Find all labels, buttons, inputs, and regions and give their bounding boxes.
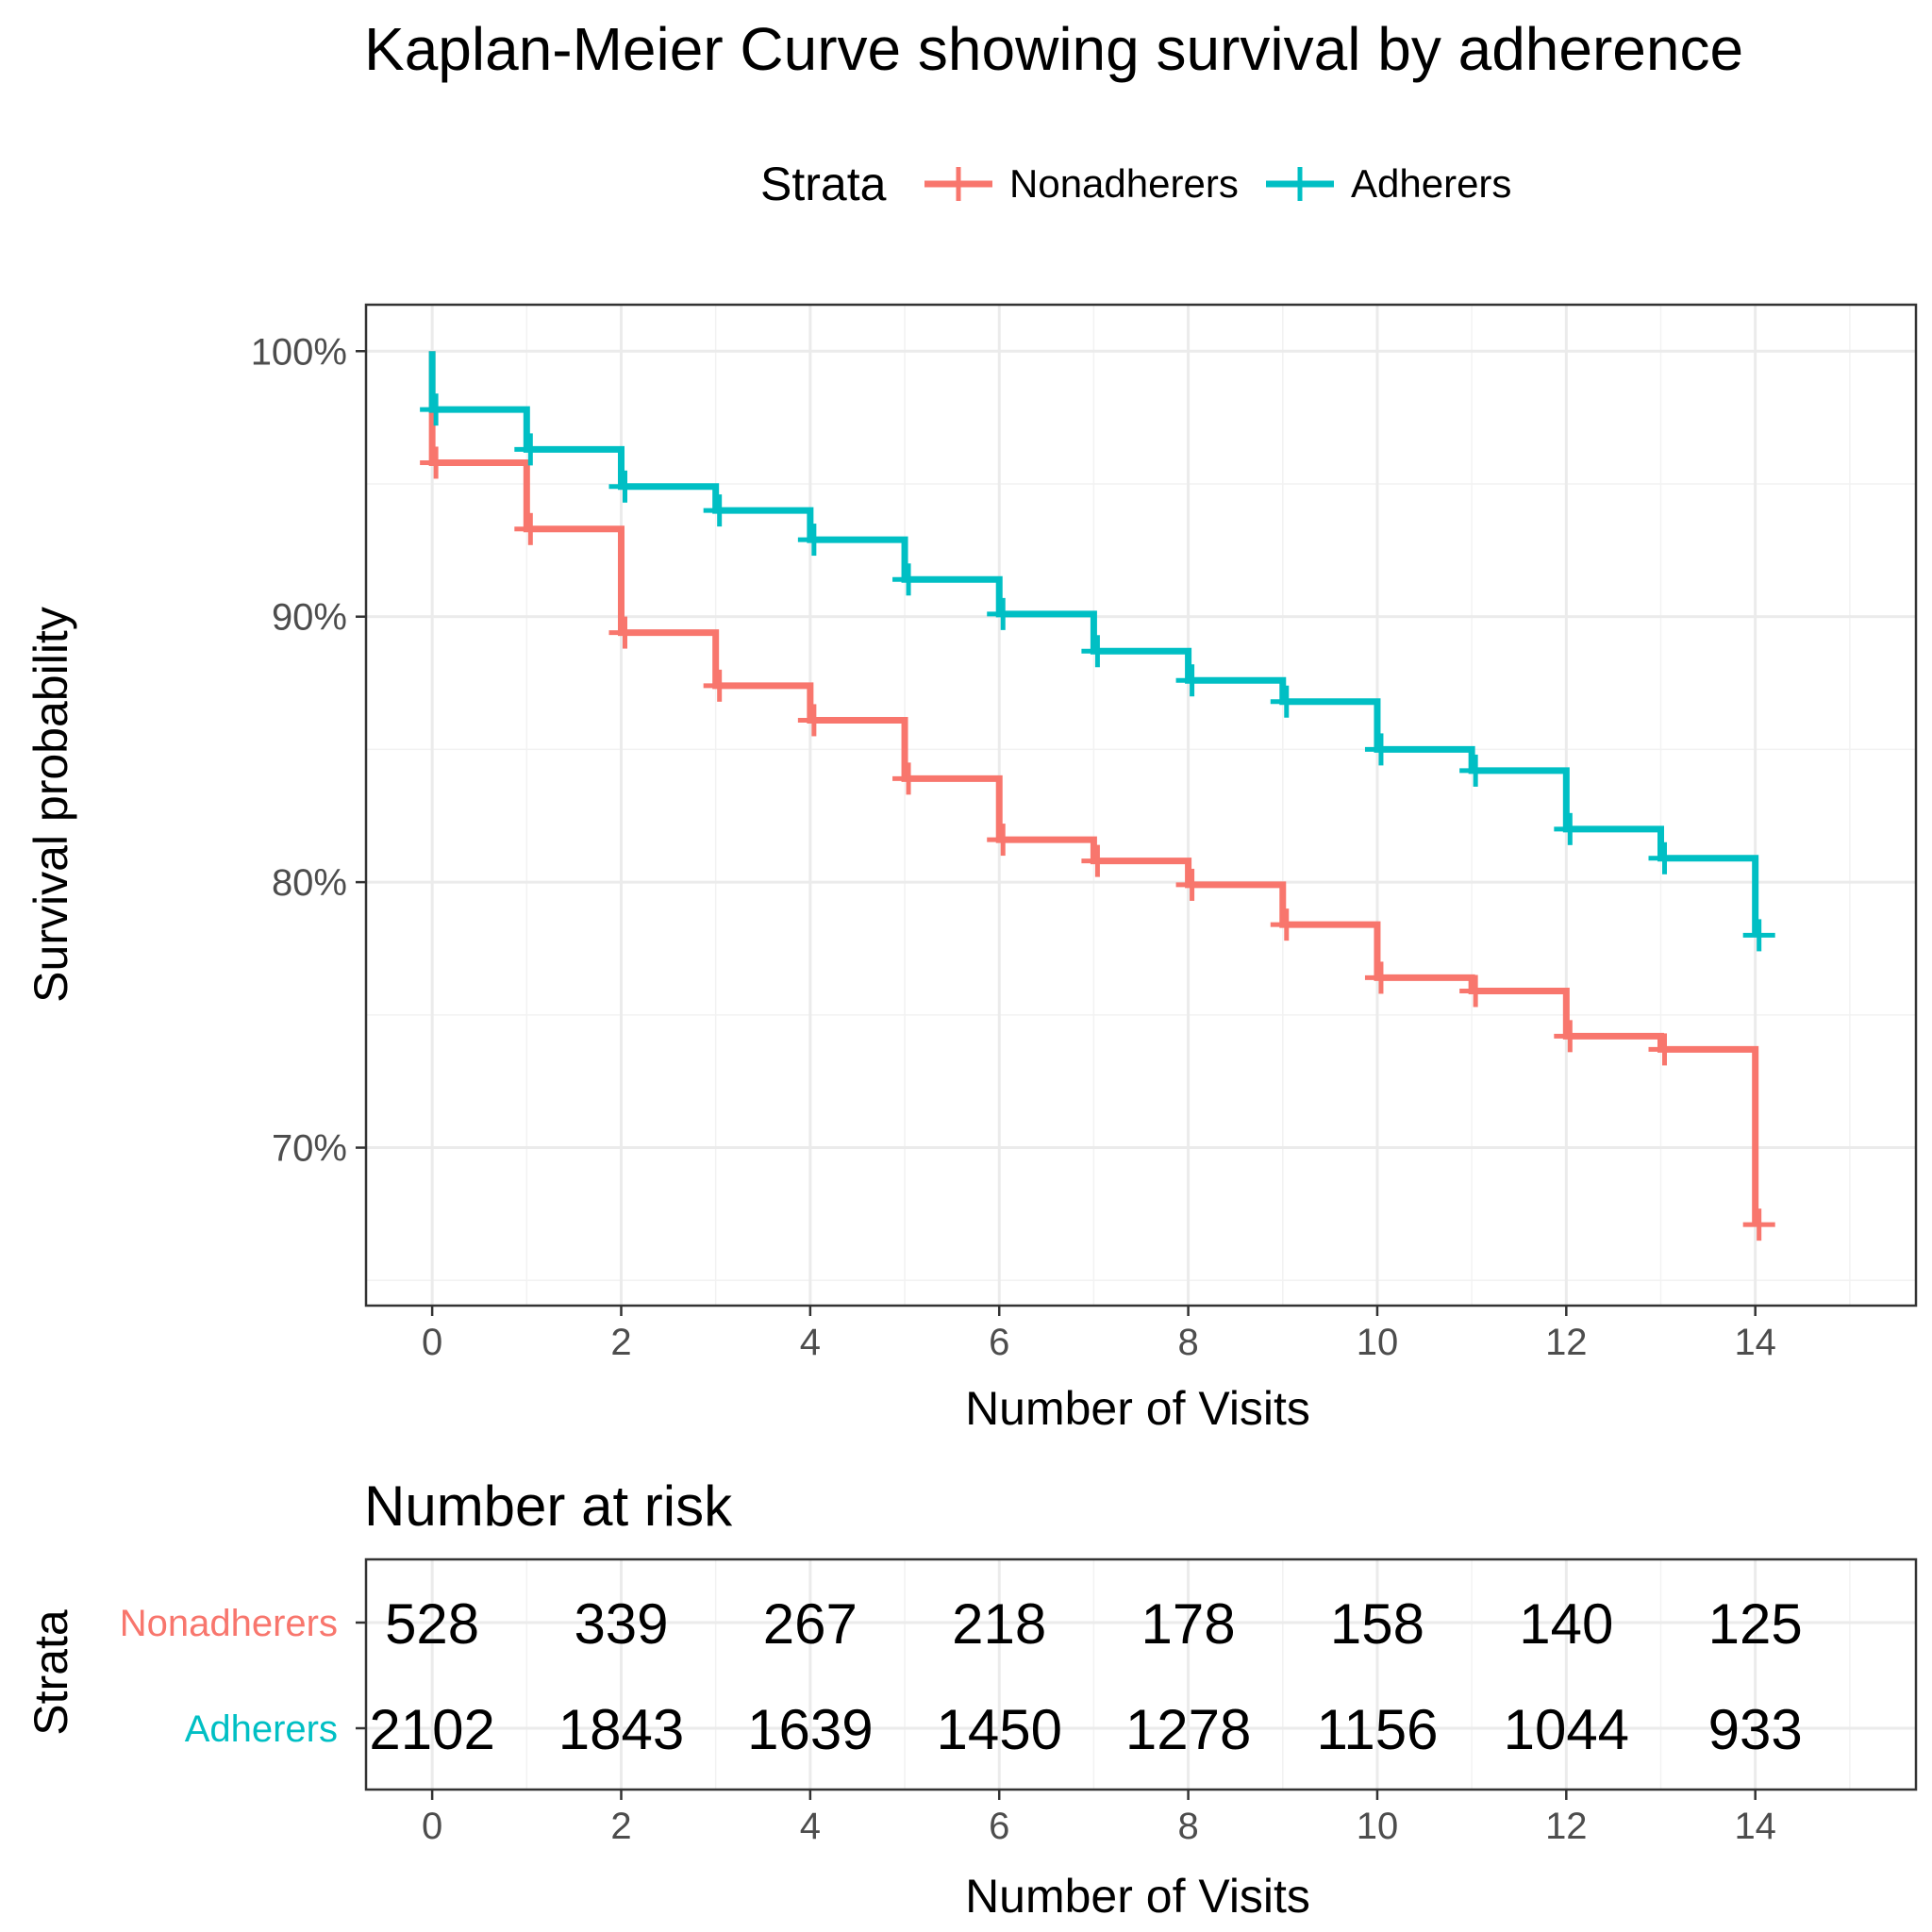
km-censor-mark-adherers (1364, 733, 1397, 766)
km-censor-mark-adherers (1648, 841, 1681, 874)
km-censor-mark-nonadherers (1554, 1020, 1587, 1053)
legend: Strata Nonadherers Adherers (760, 158, 1511, 210)
legend-key-adherers (1266, 167, 1334, 201)
risk-x-tick-label: 4 (800, 1806, 821, 1847)
risk-cells: 528 339 267 218 178 158 140 125 2102 1843 1639 1450… (369, 1592, 1802, 1761)
risk-x-tick-label: 14 (1734, 1806, 1776, 1847)
risk-cell: 933 (1708, 1698, 1803, 1761)
km-censor-mark-adherers (892, 563, 925, 596)
risk-cell: 1278 (1125, 1698, 1251, 1761)
risk-cell: 125 (1708, 1592, 1803, 1656)
risk-axis: Nonadherers Adherers 0 2 4 6 8 10 12 14 (120, 1603, 1776, 1847)
risk-cell: 218 (952, 1592, 1046, 1656)
km-censor-mark-nonadherers (797, 704, 830, 737)
km-censor-mark-nonadherers (1270, 908, 1303, 941)
km-censor-mark-adherers (703, 494, 736, 527)
km-censor-mark-adherers (1175, 664, 1208, 697)
km-x-tick-label: 10 (1357, 1322, 1399, 1363)
risk-y-axis-label: Strata (25, 1609, 77, 1736)
km-plot-panel (364, 303, 1918, 1307)
km-axis: 0 2 4 6 8 10 12 14 70% 80% 90% 100% (251, 331, 1776, 1363)
risk-x-axis-label: Number of Visits (965, 1870, 1310, 1923)
risk-cell: 1156 (1316, 1698, 1438, 1761)
km-censor-mark-nonadherers (987, 824, 1020, 857)
risk-cell: 178 (1141, 1592, 1236, 1656)
km-x-tick-label: 6 (989, 1322, 1009, 1363)
risk-cell: 2102 (369, 1698, 494, 1761)
km-censor-mark-adherers (1270, 685, 1303, 718)
km-censor-mark-nonadherers (1648, 1033, 1681, 1066)
risk-x-tick-label: 12 (1545, 1806, 1588, 1847)
km-x-tick-label: 0 (422, 1322, 442, 1363)
km-x-tick-label: 12 (1545, 1322, 1588, 1363)
km-censor-mark-adherers (1554, 812, 1587, 845)
km-censor-mark-adherers (608, 470, 641, 503)
km-censor-mark-nonadherers (703, 669, 736, 702)
risk-x-tick-label: 8 (1177, 1806, 1198, 1847)
risk-cell: 267 (763, 1592, 858, 1656)
risk-cell: 1843 (558, 1698, 684, 1761)
risk-x-tick-label: 0 (422, 1806, 442, 1847)
km-y-tick-label: 90% (272, 597, 347, 639)
legend-label-adherers: Adherers (1351, 161, 1511, 206)
km-censor-mark-adherers (987, 597, 1020, 630)
km-censor-mark-adherers (797, 524, 830, 557)
km-x-tick-label: 2 (610, 1322, 631, 1363)
km-x-axis-label: Number of Visits (965, 1382, 1310, 1435)
km-censor-mark-adherers (1459, 754, 1492, 787)
risk-cell: 528 (385, 1592, 479, 1656)
km-censor-mark-nonadherers (1742, 1208, 1775, 1241)
km-censor-mark-adherers (1081, 635, 1114, 668)
km-censor-mark-nonadherers (608, 616, 641, 649)
risk-cell: 339 (574, 1592, 668, 1656)
km-censor-mark-nonadherers (892, 762, 925, 795)
legend-key-nonadherers (924, 167, 992, 201)
km-x-tick-label: 8 (1177, 1322, 1198, 1363)
km-y-axis-label: Survival probability (25, 607, 77, 1003)
risk-cell: 1044 (1504, 1698, 1629, 1761)
km-curve-adherers (428, 351, 1759, 936)
km-censor-mark-nonadherers (420, 446, 453, 479)
km-grid-minor (366, 305, 1916, 1306)
km-censor-mark-adherers (514, 433, 547, 466)
km-censor-mark-nonadherers (1459, 974, 1492, 1008)
km-grid-major (366, 305, 1916, 1306)
km-censor-mark-adherers (1742, 919, 1775, 952)
risk-cell: 140 (1519, 1592, 1613, 1656)
km-x-tick-label: 14 (1734, 1322, 1776, 1363)
km-curve-nonadherers (428, 351, 1759, 1225)
risk-row-label: Adherers (185, 1708, 338, 1750)
km-x-tick-label: 4 (800, 1322, 821, 1363)
risk-grid (366, 1559, 1916, 1790)
legend-label-nonadherers: Nonadherers (1009, 161, 1239, 206)
risk-table-title: Number at risk (364, 1474, 733, 1538)
risk-row-label: Nonadherers (120, 1603, 338, 1644)
risk-cell: 1450 (936, 1698, 1061, 1761)
risk-cell: 158 (1330, 1592, 1424, 1656)
risk-x-tick-label: 10 (1357, 1806, 1399, 1847)
km-censor-mark-nonadherers (1081, 844, 1114, 877)
chart-title: Kaplan-Meier Curve showing survival by a… (364, 15, 1743, 83)
km-y-tick-label: 70% (272, 1128, 347, 1170)
km-y-tick-label: 100% (251, 331, 347, 373)
risk-x-tick-label: 6 (989, 1806, 1009, 1847)
risk-table-panel (364, 1557, 1918, 1791)
km-curves (420, 351, 1775, 1241)
km-censor-mark-nonadherers (1364, 961, 1397, 994)
km-censor-mark-adherers (420, 393, 453, 426)
km-censor-mark-nonadherers (514, 512, 547, 545)
legend-title: Strata (760, 158, 887, 210)
km-y-tick-label: 80% (272, 862, 347, 904)
risk-cell: 1639 (747, 1698, 873, 1761)
km-censor-mark-nonadherers (1175, 868, 1208, 901)
risk-x-tick-label: 2 (610, 1806, 631, 1847)
